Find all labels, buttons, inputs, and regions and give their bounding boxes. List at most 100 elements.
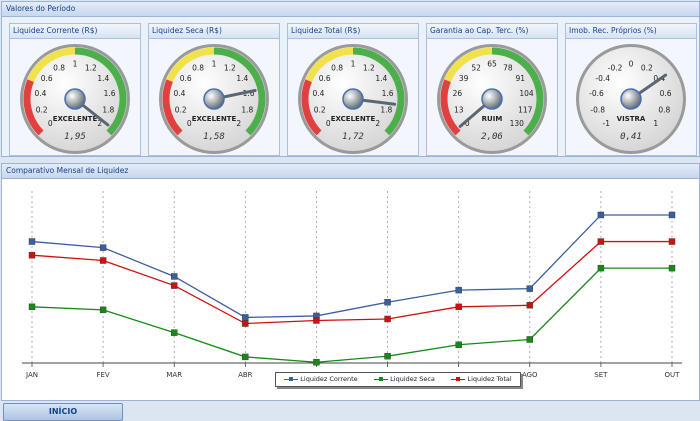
- data-point: [526, 285, 533, 292]
- gauge-hub: [203, 88, 225, 110]
- legend-item-liquidez-corrente: Liquidez Corrente: [284, 373, 358, 386]
- gauge-tick-label: 1.6: [382, 89, 394, 98]
- legend-label: Liquidez Corrente: [300, 375, 358, 383]
- period-panel-title: Valores do Período: [2, 2, 699, 17]
- gauge-band-yellow: [305, 47, 354, 83]
- gauge-tick-label: 1.2: [224, 63, 236, 72]
- data-point: [597, 211, 605, 219]
- x-tick-label: OUT: [665, 371, 681, 379]
- data-point: [668, 238, 676, 245]
- gauge-tick-label: 1: [73, 60, 78, 69]
- gauge-tick-label: 0.2: [175, 105, 187, 114]
- gauge-title: Liquidez Corrente (R$): [10, 24, 140, 39]
- gauge-tick-label: 0.4: [312, 89, 324, 98]
- data-point: [455, 303, 462, 311]
- gauge-status-text: RUIM: [482, 115, 503, 123]
- data-point: [313, 317, 320, 324]
- data-point: [99, 257, 107, 264]
- data-point: [455, 341, 462, 348]
- gauge-band-red: [23, 79, 44, 136]
- data-point: [28, 238, 36, 245]
- gauge-tick-label: 0.2: [314, 105, 326, 114]
- gauge-tick-label: 0.8: [53, 63, 65, 72]
- data-point: [171, 273, 178, 280]
- x-tick-label: AGO: [522, 371, 538, 379]
- series-line: [31, 267, 672, 363]
- gauge-band-green: [213, 47, 262, 83]
- gauge-tick-label: 0.6: [660, 89, 672, 98]
- gauge-hub: [481, 88, 503, 110]
- legend-item-liquidez-seca: Liquidez Seca: [374, 373, 435, 386]
- x-tick-label: JAN: [25, 371, 38, 379]
- gauge-band-green: [384, 79, 405, 136]
- data-point: [171, 282, 178, 289]
- data-point: [597, 264, 605, 272]
- gauge-tick-label: 0.8: [331, 63, 343, 72]
- data-point: [242, 314, 249, 321]
- gauge-status-text: VISTRA: [617, 115, 646, 123]
- gauge-value-display: 0,41: [620, 132, 642, 142]
- gauge-tick-label: 1.6: [104, 89, 116, 98]
- period-panel: Valores do Período Liquidez Corrente (R$…: [1, 1, 700, 157]
- gauge-band-yellow: [444, 47, 493, 83]
- chart-panel-title: Comparativo Mensal de Liquidez: [2, 164, 699, 179]
- data-point: [242, 353, 249, 361]
- data-point: [668, 264, 676, 272]
- gauge-tick-label: 130: [510, 119, 525, 128]
- gauge-tick-label: 0.6: [180, 74, 192, 83]
- gauge-tick-label: 2: [236, 119, 241, 128]
- data-point: [28, 303, 36, 311]
- gauge-tick-label: 1.2: [363, 63, 375, 72]
- gauge-status-text: EXCELENTE: [331, 115, 376, 123]
- gauge-tick-label: 1.8: [241, 105, 253, 114]
- data-point: [28, 252, 36, 259]
- gauge-tick-label: 65: [487, 60, 497, 69]
- data-point: [99, 244, 107, 251]
- gauge-band-red: [440, 79, 461, 136]
- gauge-tick-label: 0.8: [658, 105, 670, 114]
- gauge-band-red: [301, 79, 322, 136]
- gauge-title: Liquidez Seca (R$): [149, 24, 279, 39]
- gauge-card-liquidez-seca: Liquidez Seca (R$) 0 0.2 0.4 0.6 0.8 1 1.2 1.4 1…: [148, 23, 280, 156]
- series-line: [31, 214, 672, 319]
- gauge-tick-label: 0: [326, 119, 331, 128]
- gauge-tick-label: 0: [465, 119, 470, 128]
- gauge-band-green: [245, 79, 266, 136]
- gauge-tick-label: 0: [629, 60, 634, 69]
- data-point: [384, 299, 391, 306]
- data-point: [313, 359, 320, 366]
- gauge-band-yellow: [27, 47, 76, 83]
- data-point: [384, 315, 391, 323]
- gauge-tick-label: 117: [518, 105, 533, 114]
- gauge-tick-label: -1: [603, 119, 611, 128]
- data-point: [99, 306, 107, 314]
- gauge-tick-label: 13: [454, 105, 464, 114]
- x-tick-label: SET: [594, 371, 608, 379]
- gauge-hub: [64, 88, 86, 110]
- gauge-tick-label: 0.2: [641, 63, 653, 72]
- gauge-status-text: EXCELENTE: [192, 115, 237, 123]
- gauge-tick-label: 1.4: [97, 74, 109, 83]
- gauge-tick-label: -0.4: [595, 74, 610, 83]
- gauge-value-display: 2,06: [481, 132, 503, 142]
- gauge-value-display: 1,72: [342, 132, 364, 142]
- gauge-title: Garantia ao Cap. Terc. (%): [427, 24, 557, 39]
- data-point: [668, 211, 676, 219]
- line-chart: JANFEVMARABRMAIJUNJULAGOSETOUT: [22, 191, 682, 379]
- data-point: [171, 329, 178, 336]
- gauge-tick-label: 2: [375, 119, 380, 128]
- gauge-card-imob-rec-proprios: Imob. Rec. Próprios (%) -1 -0.8 -0.6 -0.4 -0…: [565, 23, 697, 156]
- gauge-card-liquidez-corrente: Liquidez Corrente (R$) 0 0.2 0.4 0.6 0.8 1 1.2…: [9, 23, 141, 156]
- gauge-tick-label: -0.2: [608, 63, 623, 72]
- x-tick-label: ABR: [238, 371, 253, 379]
- data-point: [526, 336, 533, 343]
- inicio-button[interactable]: INÍCIO: [3, 403, 123, 421]
- gauge-tick-label: 1.6: [243, 89, 255, 98]
- data-point: [455, 286, 462, 294]
- gauge-title: Imob. Rec. Próprios (%): [566, 24, 696, 39]
- gauge-band-green: [74, 47, 123, 83]
- gauge-tick-label: 1.4: [236, 74, 248, 83]
- gauge-tick-label: 78: [503, 63, 513, 72]
